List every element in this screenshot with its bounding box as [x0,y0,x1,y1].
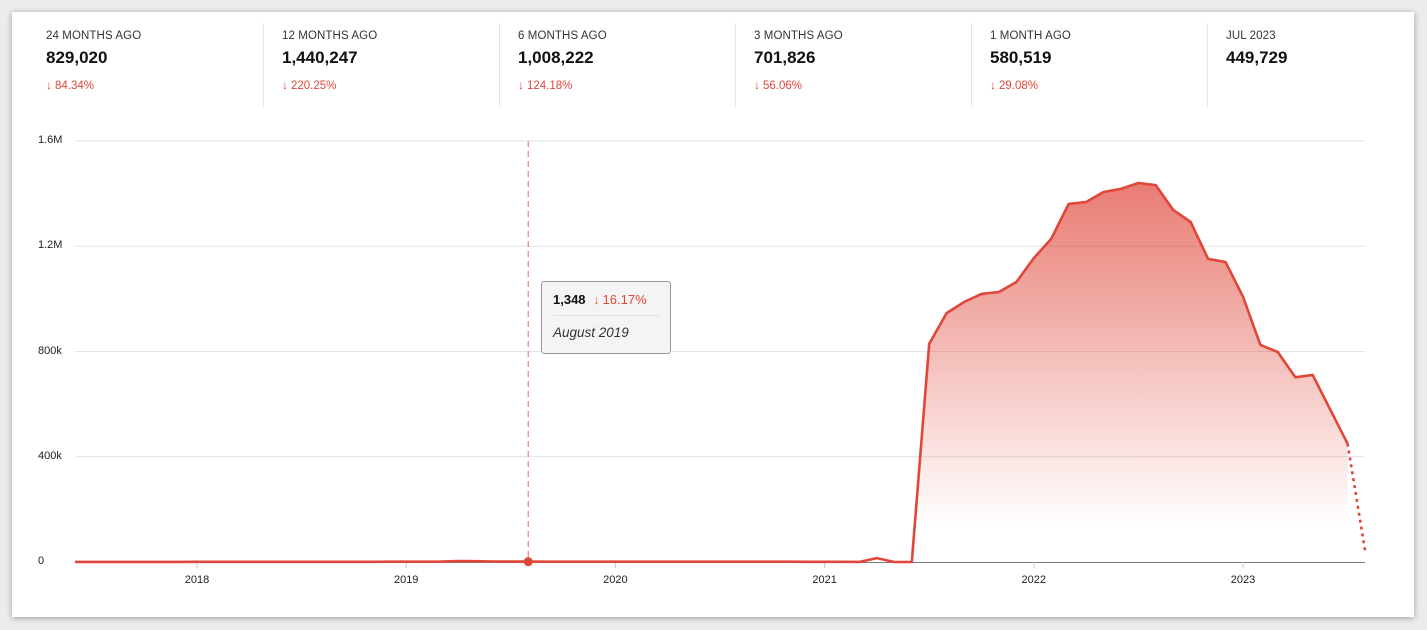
stat-label: 3 MONTHS AGO [754,30,843,42]
x-tick-label: 2020 [603,574,628,586]
stat-label: 24 MONTHS AGO [46,30,142,42]
stat-label: 1 MONTH AGO [990,30,1071,42]
stat-change: ↓ 84.34% [46,78,263,92]
area-fill [75,183,1348,562]
stat-card: 1 MONTH AGO 580,519 ↓ 29.08% [971,23,1207,107]
x-tick-label: 2023 [1230,574,1256,586]
stat-label: 6 MONTHS AGO [518,30,607,42]
stat-card: JUL 2023 449,729 [1207,23,1427,107]
series-line [75,181,1349,564]
arrow-down-icon: ↓ [518,78,524,92]
x-tick-label: 2022 [1021,574,1047,586]
y-tick-label: 800k [38,344,62,357]
stat-label: JUL 2023 [1226,30,1276,42]
y-tick-label: 400k [38,449,62,462]
stat-change-value: 56.06% [763,80,803,92]
stat-card: 12 MONTHS AGO 1,440,247 ↓ 220.25% [263,23,499,107]
stat-label: 12 MONTHS AGO [282,30,378,42]
stats-row: 24 MONTHS AGO 829,020 ↓ 84.34% 12 MONTHS AG… [28,23,1427,107]
hover-point [523,557,533,567]
arrow-down-icon: ↓ [754,78,760,92]
chart-tooltip: 1,348 ↓ 16.17% August 2019 [541,281,671,354]
stat-value: 580,519 [990,48,1052,67]
stat-change-value: 220.25% [291,80,337,92]
tooltip-change: ↓ 16.17% [594,292,647,307]
stat-value: 829,020 [46,48,108,67]
arrow-down-icon: ↓ [282,78,288,92]
stat-change-value: 29.08% [999,80,1039,92]
stat-value: 1,440,247 [282,48,358,67]
stat-change-value: 124.18% [527,80,573,92]
arrow-down-icon: ↓ [593,293,600,307]
x-tick-label: 2018 [184,574,210,586]
stat-change: ↓ 56.06% [754,78,971,92]
tooltip-value: 1,348 [553,292,586,307]
tooltip-change-value: 16.17% [602,292,647,307]
stat-value: 701,826 [754,48,816,67]
arrow-down-icon: ↓ [46,78,52,92]
stat-card: 6 MONTHS AGO 1,008,222 ↓ 124.18% [499,23,735,107]
y-tick-label: 1.2M [38,239,63,252]
stat-change: ↓ 124.18% [518,78,735,92]
stat-card: 3 MONTHS AGO 701,826 ↓ 56.06% [735,23,971,107]
y-tick-label: 1.6M [38,134,63,146]
stat-value: 449,729 [1226,48,1288,67]
y-tick-label: 0 [38,555,45,567]
stat-value: 1,008,222 [518,48,594,67]
series-line-partial [1346,443,1367,551]
stat-change: ↓ 29.08% [990,78,1207,92]
x-tick-label: 2021 [812,574,837,586]
tooltip-date: August 2019 [553,325,629,340]
x-tick-label: 2019 [393,574,419,586]
stat-change-value: 84.34% [55,80,95,92]
stat-change: ↓ 220.25% [282,78,499,92]
arrow-down-icon: ↓ [990,78,996,92]
stat-card: 24 MONTHS AGO 829,020 ↓ 84.34% [28,23,263,107]
